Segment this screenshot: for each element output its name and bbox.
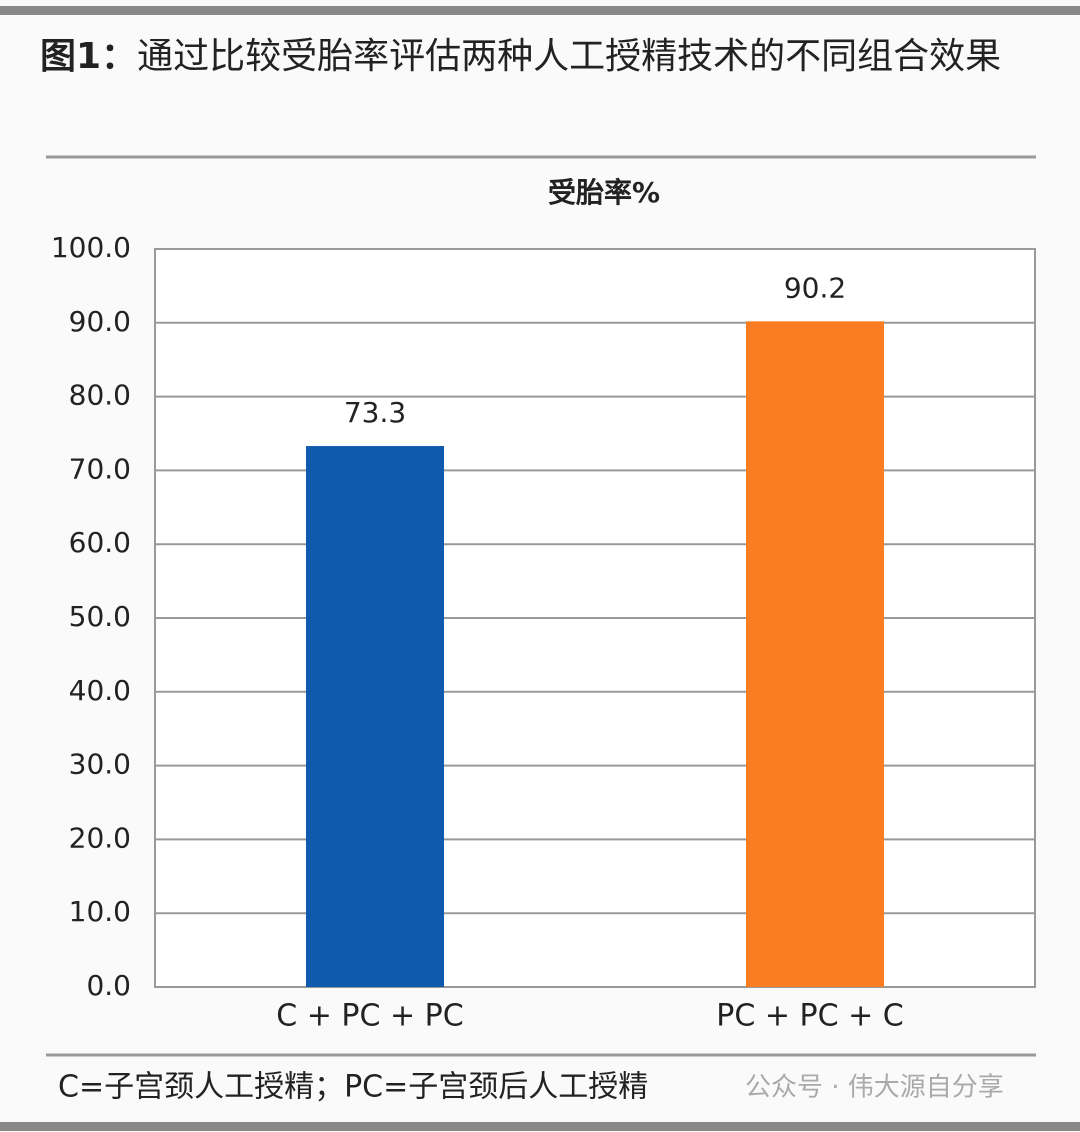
value-label: 90.2 xyxy=(784,271,846,304)
figure-label: 图1： xyxy=(40,36,138,77)
title: 图1：通过比较受胎率评估两种人工授精技术的不同组合效果 xyxy=(40,32,1030,82)
x-tick-label: C + PC + PC xyxy=(276,999,463,1034)
y-tick-label: 30.0 xyxy=(69,748,131,781)
y-tick-label: 10.0 xyxy=(69,895,131,928)
y-tick-label: 40.0 xyxy=(69,674,131,707)
footnote: C=子宫颈人工授精；PC=子宫颈后人工授精 xyxy=(58,1070,648,1105)
x-tick-label: PC + PC + C xyxy=(716,999,903,1034)
y-tick-label: 90.0 xyxy=(69,305,131,338)
bar xyxy=(306,446,444,987)
top-bar xyxy=(0,6,1080,15)
y-tick-label: 50.0 xyxy=(69,600,131,633)
y-tick-label: 70.0 xyxy=(69,452,131,485)
y-tick-label: 0.0 xyxy=(86,969,131,1002)
chart-subtitle: 受胎率% xyxy=(548,176,660,209)
bar xyxy=(746,321,884,988)
y-tick-label: 100.0 xyxy=(51,231,131,264)
watermark: 公众号 · 伟大源自分享 xyxy=(745,1073,1004,1103)
value-label: 73.3 xyxy=(344,396,406,429)
chart-title: 通过比较受胎率评估两种人工授精技术的不同组合效果 xyxy=(137,36,1002,77)
y-tick-label: 60.0 xyxy=(69,526,131,559)
y-tick-label: 80.0 xyxy=(69,379,131,412)
bottom-bar xyxy=(0,1122,1080,1131)
y-tick-label: 20.0 xyxy=(69,821,131,854)
